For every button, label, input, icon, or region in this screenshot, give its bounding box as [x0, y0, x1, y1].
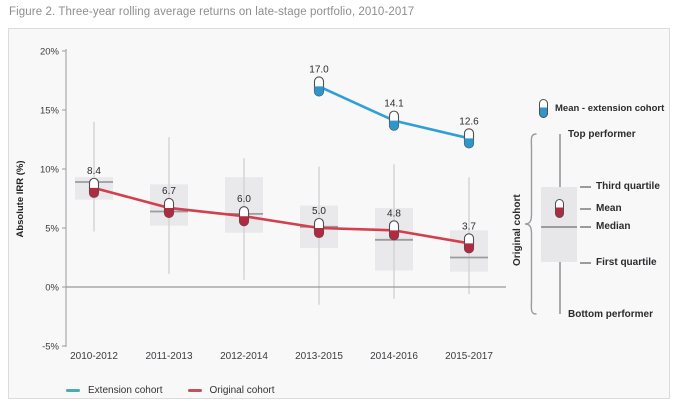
legend-label: Extension cohort [88, 385, 163, 396]
mean-label: Mean [596, 203, 622, 214]
original-cohort-line [92, 186, 471, 245]
value-label: 17.0 [309, 64, 329, 75]
value-label: 4.8 [387, 208, 401, 219]
original-mean-marker [313, 217, 325, 239]
legend-label: Original cohort [209, 385, 275, 396]
third-quartile-label: Third quartile [596, 181, 660, 192]
first-quartile-tick [580, 262, 591, 264]
original-mean-pill-icon [555, 199, 564, 218]
y-tick-label: 5% [45, 224, 59, 235]
median-tick [580, 226, 591, 228]
bottom-performer-label: Bottom performer [568, 309, 654, 320]
extension-mean-marker [313, 76, 325, 97]
original-mean-marker [463, 233, 475, 254]
chart-card: 20% 15% 10% 5% 0% -5% Absolute IRR (%) 2010-201… [8, 28, 670, 399]
x-category-label: 2010-2012 [70, 351, 118, 362]
y-tick-label: 20% [40, 47, 60, 58]
original-mean-marker [388, 220, 400, 241]
first-quartile-label: First quartile [596, 257, 657, 268]
value-label: 3.7 [462, 221, 476, 232]
value-label: 12.6 [459, 116, 479, 127]
original-mean-marker [88, 177, 100, 198]
chart-plot: 20% 15% 10% 5% 0% -5% Absolute IRR (%) 2010-201… [15, 47, 506, 362]
extension-mean-marker [388, 110, 400, 131]
original-mean-marker [163, 197, 175, 218]
x-category-label: 2014-2016 [370, 351, 418, 362]
y-tick-label: 10% [40, 165, 60, 176]
anatomy-median-line [541, 226, 577, 228]
median-label: Median [596, 221, 631, 232]
x-category-label: 2013-2015 [295, 351, 343, 362]
original-mean-marker [238, 206, 250, 227]
value-label: 5.0 [312, 206, 326, 217]
third-quartile-tick [580, 186, 591, 188]
y-tick-label: 0% [45, 283, 59, 294]
value-label: 8.4 [87, 166, 101, 177]
value-label: 14.1 [384, 99, 404, 110]
y-tick-label: -5% [42, 342, 59, 353]
extension-swatch-icon [66, 388, 80, 393]
extension-mean-marker [463, 128, 475, 149]
y-axis-title: Absolute IRR (%) [15, 160, 26, 237]
mean-tick [580, 208, 591, 210]
value-label: 6.7 [162, 186, 176, 197]
x-category-label: 2012-2014 [220, 351, 268, 362]
legend-item-original-cohort: Original cohort [187, 385, 275, 396]
x-category-label: 2015-2017 [445, 351, 493, 362]
legend-item-extension-cohort: Extension cohort [66, 385, 163, 396]
original-swatch-icon [187, 388, 202, 393]
original-cohort-group-label: Original cohort [512, 194, 523, 266]
brace-icon [524, 133, 537, 315]
top-performer-label: Top performer [568, 129, 636, 140]
boxplot-anatomy-legend: Mean - extension cohort Original cohort … [499, 99, 671, 334]
legend-mean-extension-label: Mean - extension cohort [555, 103, 665, 114]
extension-mean-pill-icon [539, 99, 548, 118]
chart-legend: Extension cohort Original cohort [66, 385, 275, 396]
y-tick-label: 15% [40, 106, 60, 117]
figure-title: Figure 2. Three-year rolling average ret… [9, 6, 415, 18]
legend-mean-extension: Mean - extension cohort [539, 99, 664, 118]
x-category-label: 2011-2013 [145, 351, 193, 362]
value-label: 6.0 [237, 194, 251, 205]
